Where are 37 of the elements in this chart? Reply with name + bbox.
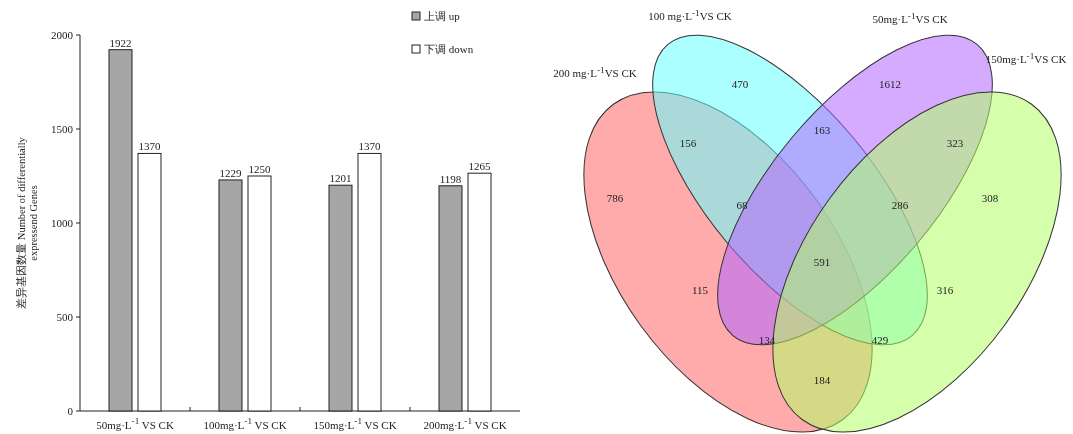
data-label: 1250 [248,162,271,175]
data-label: 1201 [329,172,352,185]
data-label: 470 [731,77,749,91]
data-label: 591 [813,255,831,269]
data-label: 323 [946,136,964,150]
y-axis-title: 差异基因数量 Number of differentially expressend Genes [16,136,40,311]
text: 50mg·L$^{-1}$VS CK [872,10,948,26]
x-tick-label: 100mg·L$^{-1}$ VS CK [203,416,287,431]
data-label: 308 [981,191,999,205]
y-tick-label: 2000 [51,28,73,42]
x-tick-label: 50mg·L$^{-1}$ VS CK [96,416,174,431]
data-label: 316 [936,283,954,297]
y-tick-label: 1000 [51,216,73,230]
y-tick-label: 1500 [51,122,73,136]
data-label: 1370 [358,140,381,153]
x-tick-label: 150mg·L$^{-1}$ VS CK [313,416,397,431]
data-label: 1198 [439,172,462,185]
data-label: 1370 [138,140,161,153]
data-label: 68 [736,198,748,212]
legend-label: 下调 down [424,42,474,56]
y-tick-label: 0 [67,404,73,418]
data-label: 786 [606,191,624,205]
data-label: 429 [871,333,889,347]
text: 100 mg·L$^{-1}$VS CK [648,7,732,23]
data-label: 163 [813,123,831,137]
data-label: 1612 [879,77,901,91]
data-label: 1229 [219,166,242,179]
x-tick-label: 200mg·L$^{-1}$ VS CK [423,416,507,431]
data-label: 286 [891,198,909,212]
y-tick-label: 500 [56,310,73,324]
data-label: 1265 [468,160,491,173]
data-label: 115 [691,283,709,297]
text: 200 mg·L$^{-1}$VS CK [553,64,637,80]
legend-label: 上调 up [424,9,460,23]
data-label: 184 [813,373,831,387]
data-label: 156 [679,136,697,150]
data-label: 1922 [109,36,132,49]
